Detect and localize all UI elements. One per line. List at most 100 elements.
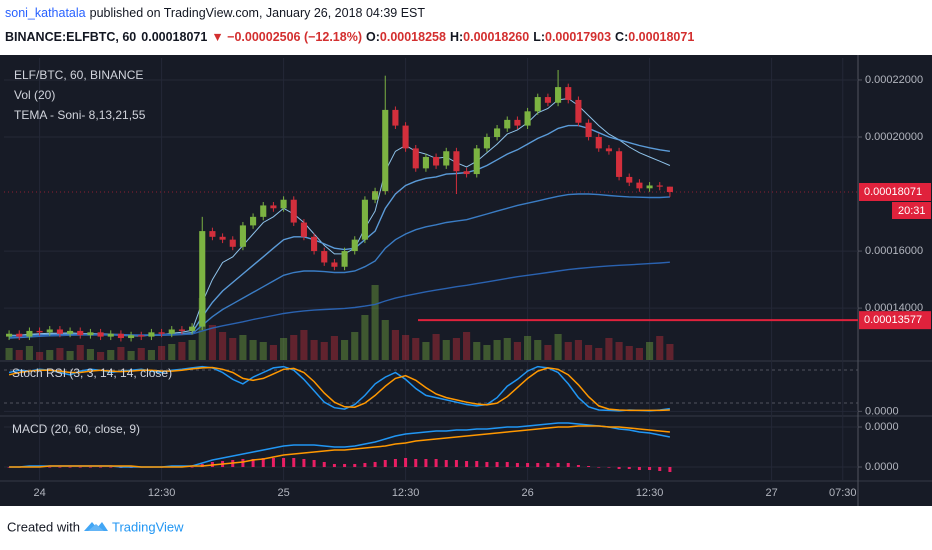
volume-bar — [483, 345, 491, 360]
histogram-bar — [505, 462, 509, 467]
candle-body — [36, 330, 43, 333]
candle-body — [412, 148, 419, 169]
volume-bar — [229, 338, 237, 360]
volume-bar — [137, 348, 145, 360]
histogram-bar — [58, 467, 62, 468]
candle-body — [565, 87, 572, 100]
volume-bar — [280, 338, 288, 360]
histogram-bar — [648, 467, 652, 470]
candle-body — [443, 151, 450, 166]
volume-bar — [585, 345, 593, 360]
histogram-bar — [627, 467, 631, 469]
candle-body — [473, 148, 480, 175]
histogram-bar — [271, 458, 275, 467]
candle-body — [544, 97, 551, 103]
volume-bar — [56, 348, 64, 360]
candle-body — [321, 251, 328, 263]
histogram-bar — [343, 464, 347, 467]
volume-bar — [351, 332, 359, 360]
ohlc-key: C: — [615, 30, 628, 44]
brand-name[interactable]: TradingView — [112, 519, 184, 534]
candle-body — [616, 151, 623, 177]
candle-body — [16, 333, 23, 337]
volume-bar — [615, 342, 623, 360]
candle-body — [361, 199, 368, 240]
histogram-bar — [78, 467, 82, 468]
candle-body — [87, 332, 94, 336]
histogram-bar — [465, 461, 469, 467]
alert-label: 0.00013577 — [864, 314, 922, 326]
histogram-bar — [261, 458, 265, 467]
logo-shape — [84, 522, 108, 531]
volume-bar — [625, 346, 633, 360]
volume-bar — [127, 351, 135, 360]
volume-bar — [554, 334, 562, 360]
volume-bar — [46, 350, 54, 360]
volume-bar — [239, 335, 247, 360]
last-price-label: 0.00018071 — [864, 186, 922, 198]
histogram-bar — [404, 458, 408, 467]
publisher[interactable]: soni_kathatala — [5, 6, 86, 20]
volume-bar — [381, 320, 389, 360]
candle-body — [290, 199, 297, 223]
volume-bar — [269, 345, 277, 360]
volume-bar — [564, 342, 572, 360]
histogram-bar — [637, 467, 641, 470]
x-tick-label: 24 — [33, 487, 45, 499]
candle-body — [229, 239, 236, 247]
x-tick-label: 07:30 — [829, 487, 857, 499]
brand-logo[interactable] — [84, 522, 108, 531]
x-tick-label: 25 — [277, 487, 289, 499]
x-tick-label: 26 — [521, 487, 533, 499]
candle-body — [422, 156, 429, 169]
x-tick-label: 27 — [765, 487, 777, 499]
y-tick-label: 0.00020000 — [865, 131, 923, 143]
candle-body — [626, 176, 633, 183]
volume-bar — [107, 350, 115, 360]
candle-body — [494, 128, 501, 137]
ohlc-value: 0.00017903 — [545, 30, 611, 44]
histogram-bar — [607, 467, 611, 468]
volume-bar — [544, 345, 552, 360]
candle-body — [97, 332, 104, 337]
volume-bar — [168, 344, 176, 360]
symbol-line: BINANCE:ELFBTC, 60 0.00018071 ▼ −0.0000250… — [5, 30, 694, 44]
volume-bar — [300, 330, 308, 360]
candle-body — [463, 171, 470, 175]
candle-body — [270, 205, 277, 209]
histogram-bar — [515, 463, 519, 467]
candle-body — [636, 182, 643, 189]
volume-bar — [463, 332, 471, 360]
histogram-bar — [373, 462, 377, 467]
volume-bar — [76, 345, 84, 360]
candle-body — [107, 333, 114, 337]
candle-body — [402, 125, 409, 149]
volume-bar — [5, 348, 13, 360]
candle-body — [382, 109, 389, 192]
pane-title: MACD (20, 60, close, 9) — [12, 422, 140, 436]
histogram-bar — [597, 467, 601, 468]
histogram-bar — [566, 463, 570, 467]
candle-body — [433, 156, 440, 166]
pane-title: Stoch RSI (3, 3, 14, 14, close) — [12, 366, 172, 380]
y-tick-label: 0.00016000 — [865, 245, 923, 257]
candle-body — [280, 199, 287, 209]
histogram-bar — [332, 464, 336, 467]
volume-bar — [503, 338, 511, 360]
published-on: published on TradingView.com, January 26… — [90, 6, 426, 20]
candle-body — [168, 329, 175, 334]
histogram-bar — [485, 462, 489, 467]
indicator-line — [9, 422, 671, 468]
ohlc-key: H: — [450, 30, 463, 44]
candle-body — [117, 333, 124, 339]
volume-bar — [330, 336, 338, 360]
histogram-bar — [414, 459, 418, 467]
x-tick-label: 12:30 — [636, 487, 664, 499]
histogram-bar — [546, 463, 550, 467]
histogram-bar — [251, 459, 255, 467]
candle-body — [514, 119, 521, 126]
candle-body — [453, 151, 460, 172]
candle-body — [77, 330, 84, 336]
volume-bar — [36, 352, 44, 360]
